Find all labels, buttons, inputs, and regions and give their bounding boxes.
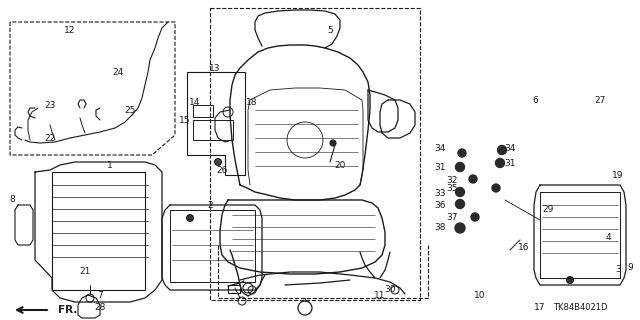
Text: 37: 37 (446, 213, 458, 222)
Text: 14: 14 (189, 98, 201, 107)
Text: 9: 9 (627, 263, 633, 273)
Text: 17: 17 (534, 303, 546, 313)
Circle shape (455, 223, 465, 233)
Bar (193, 120, 233, 140)
Text: 36: 36 (435, 201, 445, 210)
Text: 18: 18 (246, 98, 258, 107)
Text: 23: 23 (44, 100, 56, 109)
Circle shape (186, 214, 193, 221)
Circle shape (492, 184, 500, 192)
Text: 8: 8 (9, 196, 15, 204)
Circle shape (469, 175, 477, 183)
Text: 2: 2 (207, 201, 213, 210)
Text: 10: 10 (474, 291, 486, 300)
Text: 5: 5 (327, 26, 333, 35)
Text: 26: 26 (216, 165, 228, 174)
Circle shape (458, 149, 466, 157)
Text: TK84B4021D: TK84B4021D (553, 303, 607, 313)
Circle shape (456, 199, 465, 209)
Text: 6: 6 (532, 95, 538, 105)
Bar (193, 105, 213, 117)
Circle shape (456, 188, 465, 196)
Text: 25: 25 (124, 106, 136, 115)
Text: 12: 12 (64, 26, 76, 35)
Text: 1: 1 (107, 161, 113, 170)
Text: 34: 34 (435, 143, 445, 153)
Text: 28: 28 (94, 303, 106, 313)
Circle shape (495, 158, 504, 167)
Text: 11: 11 (374, 291, 386, 300)
Text: 35: 35 (446, 183, 458, 193)
Circle shape (214, 158, 221, 165)
Text: 29: 29 (542, 205, 554, 214)
Text: 27: 27 (595, 95, 605, 105)
Text: 13: 13 (209, 63, 221, 73)
Circle shape (471, 213, 479, 221)
Text: 33: 33 (435, 188, 445, 197)
Text: 4: 4 (605, 234, 611, 243)
Text: 3: 3 (615, 266, 621, 275)
Circle shape (456, 163, 465, 172)
Text: 15: 15 (179, 116, 191, 124)
Text: 7: 7 (97, 291, 103, 300)
Text: 21: 21 (79, 268, 91, 276)
Text: 22: 22 (44, 133, 56, 142)
Text: 32: 32 (446, 175, 458, 185)
Text: 30: 30 (384, 285, 396, 294)
Text: 20: 20 (334, 161, 346, 170)
Text: 38: 38 (435, 223, 445, 233)
Text: 31: 31 (504, 158, 516, 167)
Circle shape (566, 276, 573, 284)
Circle shape (497, 146, 506, 155)
Text: 34: 34 (504, 143, 516, 153)
Bar (228, 285, 240, 293)
Text: 31: 31 (435, 163, 445, 172)
Text: 24: 24 (113, 68, 124, 76)
Circle shape (330, 140, 336, 146)
Text: FR.: FR. (58, 305, 77, 315)
Text: 16: 16 (518, 244, 530, 252)
Text: 19: 19 (612, 171, 624, 180)
